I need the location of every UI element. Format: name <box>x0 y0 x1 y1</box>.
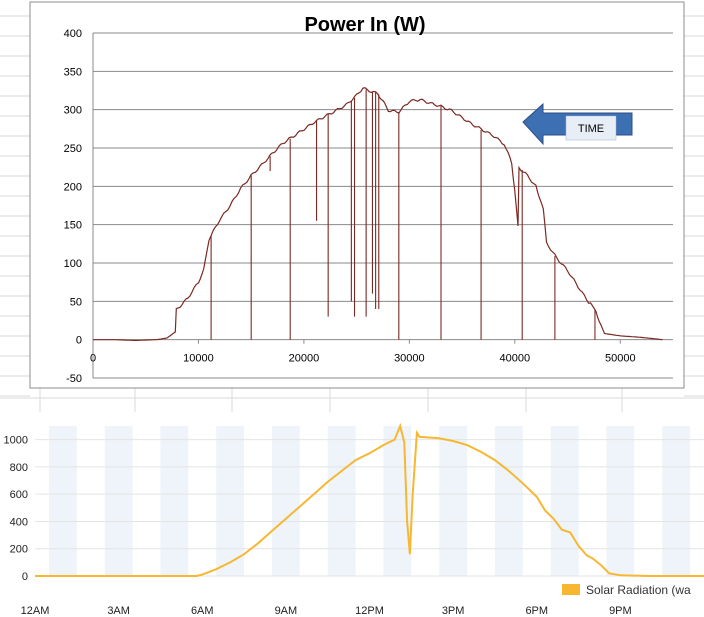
x-tick-label: 12PM <box>355 605 384 617</box>
x-tick-label: 12AM <box>21 605 50 617</box>
y-tick-label: -50 <box>66 373 82 385</box>
hour-band <box>104 426 133 576</box>
y-tick-label: 200 <box>10 544 28 556</box>
hour-band <box>550 426 579 576</box>
x-axis-ticks: 0 10000 20000 30000 40000 50000 <box>90 353 636 365</box>
chart-gridlines <box>35 439 704 577</box>
y-tick-label: 350 <box>64 66 82 78</box>
power-in-chart: -50 0 50 100 150 200 250 300 350 400 0 10000 20000 3… <box>29 1 685 389</box>
chart-gridlines <box>92 32 673 379</box>
power-series-line <box>93 87 663 341</box>
y-tick-label: 100 <box>64 258 82 270</box>
x-tick-label: 9AM <box>275 605 298 617</box>
y-tick-label: 0 <box>76 335 82 347</box>
y-tick-label: 400 <box>64 28 82 40</box>
y-tick-label: 300 <box>64 105 82 117</box>
y-tick-label: 800 <box>10 462 28 474</box>
chart-legend[interactable]: Solar Radiation (wa <box>562 583 691 597</box>
spreadsheet-grid <box>0 15 704 412</box>
hour-band <box>494 426 523 576</box>
hour-band <box>160 426 189 576</box>
hour-band <box>216 426 245 576</box>
y-tick-label: 200 <box>64 181 82 193</box>
legend-swatch <box>562 584 580 595</box>
x-tick-label: 50000 <box>605 353 636 365</box>
hour-band <box>662 426 691 576</box>
x-tick-label: 9PM <box>609 605 632 617</box>
x-tick-label: 0 <box>90 353 96 365</box>
chart-title: Power In (W) <box>304 14 425 36</box>
y-tick-label: 150 <box>64 220 82 232</box>
y-tick-label: 0 <box>22 571 28 583</box>
legend-label: Solar Radiation (wa <box>586 583 691 597</box>
solar-radiation-line <box>35 422 704 577</box>
y-tick-label: 1000 <box>4 435 28 447</box>
x-tick-label: 10000 <box>183 353 214 365</box>
y-tick-label: 600 <box>10 489 28 501</box>
y-tick-label: 50 <box>70 296 82 308</box>
chart-area[interactable] <box>29 1 685 389</box>
time-callout-label: TIME <box>578 123 604 135</box>
x-axis-ticks: 12AM 3AM 6AM 9AM 12PM 3PM 6PM 9PM <box>21 605 632 617</box>
hour-band <box>439 426 468 576</box>
hour-band <box>271 426 300 576</box>
hour-band <box>327 426 356 576</box>
power-dropouts <box>210 89 596 340</box>
x-tick-label: 20000 <box>289 353 320 365</box>
x-tick-label: 6PM <box>525 605 548 617</box>
alternating-hour-bands <box>48 426 691 576</box>
x-tick-label: 3PM <box>442 605 465 617</box>
y-tick-label: 250 <box>64 143 82 155</box>
time-callout-arrow: TIME <box>522 102 633 146</box>
x-tick-label: 3AM <box>107 605 130 617</box>
y-axis-ticks: 0 200 400 600 800 1000 <box>4 435 28 583</box>
hour-band <box>606 426 635 576</box>
solar-radiation-chart: 0 200 400 600 800 1000 12AM 3AM 6AM 9AM 12PM 3PM 6P… <box>4 422 704 617</box>
y-axis-ticks: -50 0 50 100 150 200 250 300 350 400 <box>64 28 82 385</box>
x-tick-label: 40000 <box>500 353 531 365</box>
x-tick-label: 6AM <box>191 605 214 617</box>
x-tick-label: 30000 <box>394 353 425 365</box>
y-tick-label: 400 <box>10 516 28 528</box>
hour-band <box>48 426 77 576</box>
